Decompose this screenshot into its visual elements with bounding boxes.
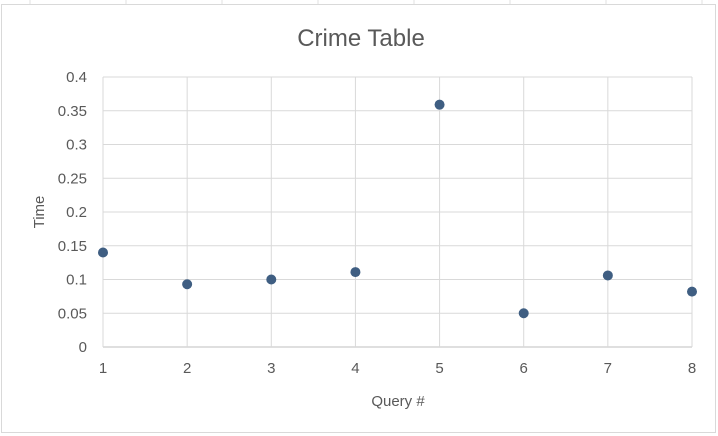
x-tick-label: 3 xyxy=(267,360,275,377)
data-point[interactable] xyxy=(266,274,277,285)
y-tick-label: 0.05 xyxy=(58,305,87,322)
y-tick-label: 0.25 xyxy=(58,170,87,187)
x-axis-tick-labels: 1 2 3 4 5 6 7 8 xyxy=(99,360,696,377)
x-tick-label: 6 xyxy=(520,360,528,377)
data-point[interactable] xyxy=(602,270,613,281)
chart-title: Crime Table xyxy=(297,25,425,52)
data-point[interactable] xyxy=(518,308,529,319)
gridlines xyxy=(102,76,693,348)
data-point[interactable] xyxy=(350,267,361,278)
data-point[interactable] xyxy=(182,279,193,290)
y-tick-label: 0.1 xyxy=(66,272,87,289)
x-tick-label: 7 xyxy=(604,360,612,377)
chart-area[interactable] xyxy=(1,4,716,433)
x-tick-label: 1 xyxy=(99,360,107,377)
x-tick-label: 5 xyxy=(435,360,443,377)
y-tick-label: 0.35 xyxy=(58,103,87,120)
y-tick-label: 0.15 xyxy=(58,238,87,255)
data-point[interactable] xyxy=(98,247,108,258)
data-point[interactable] xyxy=(434,99,445,110)
x-tick-label: 4 xyxy=(351,360,359,377)
y-tick-label: 0 xyxy=(79,339,87,356)
data-points xyxy=(98,99,697,319)
x-tick-label: 8 xyxy=(688,360,696,377)
x-tick-label: 2 xyxy=(183,360,191,377)
y-tick-label: 0.4 xyxy=(66,69,87,86)
x-axis-label: Query # xyxy=(371,393,425,410)
y-tick-label: 0.2 xyxy=(66,204,87,221)
y-axis-label: Time xyxy=(31,196,48,229)
y-axis-tick-labels: 0 0.05 0.1 0.15 0.2 0.25 0.3 0.35 0.4 xyxy=(58,69,87,356)
data-point[interactable] xyxy=(687,286,697,297)
y-tick-label: 0.3 xyxy=(66,137,87,154)
